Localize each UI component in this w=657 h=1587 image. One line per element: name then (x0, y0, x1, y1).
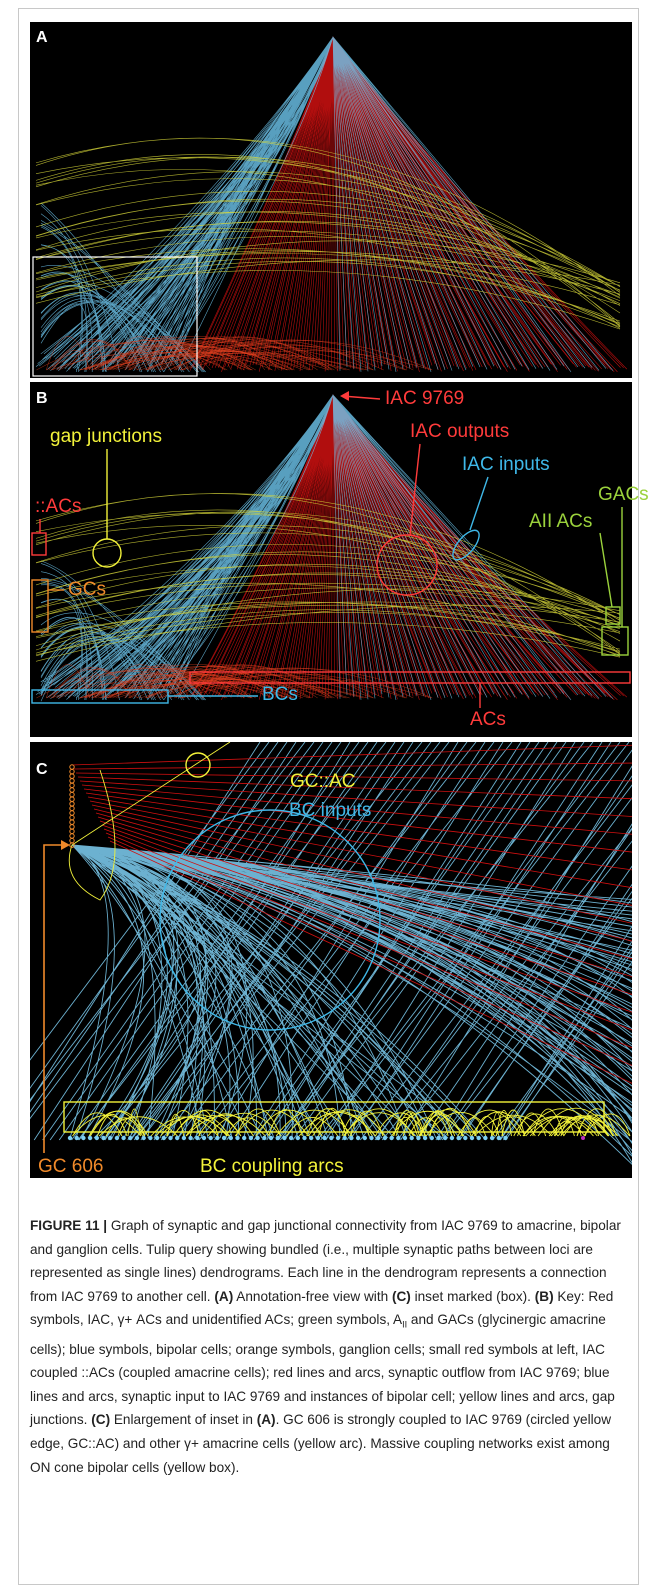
bc-node (376, 1136, 380, 1140)
figure: A B C IAC 9769 IAC outputs IAC inputs gap junc… (0, 0, 657, 1190)
bc-node (349, 1136, 353, 1140)
bc-node (490, 1136, 494, 1140)
bc-node (383, 1136, 387, 1140)
bc-node (155, 1136, 159, 1140)
bc-node (289, 1136, 293, 1140)
bc-node (188, 1136, 192, 1140)
bc-node (269, 1136, 273, 1140)
bc-node (121, 1136, 125, 1140)
bc-node (276, 1136, 280, 1140)
bc-node (302, 1136, 306, 1140)
bc-node (477, 1136, 481, 1140)
caption-text: and GACs (glycinergic amacrine cells); b… (30, 1312, 615, 1427)
annotation: BC coupling arcs (200, 1156, 344, 1177)
bc-node (322, 1136, 326, 1140)
bc-node (215, 1136, 219, 1140)
figure-caption: FIGURE 11 | Graph of synaptic and gap ju… (30, 1214, 632, 1479)
caption-text: inset marked (box). (411, 1289, 535, 1304)
bc-node (235, 1136, 239, 1140)
bc-node (108, 1136, 112, 1140)
bc-node (115, 1136, 119, 1140)
bc-node (168, 1136, 172, 1140)
annotation: IAC outputs (410, 421, 509, 442)
ac-node (581, 1136, 585, 1140)
bc-node (389, 1136, 393, 1140)
bc-node (242, 1136, 246, 1140)
bc-node (497, 1136, 501, 1140)
bc-node (249, 1136, 253, 1140)
bc-node (95, 1136, 99, 1140)
bc-node (410, 1136, 414, 1140)
bc-node (329, 1136, 333, 1140)
caption-text: Annotation-free view with (233, 1289, 392, 1304)
bc-node (463, 1136, 467, 1140)
bc-node (148, 1136, 152, 1140)
bc-node (282, 1136, 286, 1140)
annotation: BC inputs (289, 800, 371, 821)
bc-node (101, 1136, 105, 1140)
annotation: ::ACs (35, 496, 81, 517)
bc-node (423, 1136, 427, 1140)
bc-node (456, 1136, 460, 1140)
bc-node (363, 1136, 367, 1140)
panel-label: C (36, 761, 48, 778)
caption-bold: (C) (91, 1412, 110, 1427)
bc-node (262, 1136, 266, 1140)
bc-node (356, 1136, 360, 1140)
bc-node (470, 1136, 474, 1140)
bc-node (142, 1136, 146, 1140)
bc-node (343, 1136, 347, 1140)
bc-node (309, 1136, 313, 1140)
bc-node (81, 1136, 85, 1140)
bc-node (336, 1136, 340, 1140)
bc-node (450, 1136, 454, 1140)
caption-bold: (A) (214, 1289, 233, 1304)
annotation: gap junctions (50, 426, 162, 447)
bc-node (128, 1136, 132, 1140)
annotation: GC::AC (290, 771, 355, 792)
bc-node (175, 1136, 179, 1140)
annotation: BCs (262, 684, 298, 705)
caption-bold: (B) (535, 1289, 554, 1304)
annotation: GC 606 (38, 1156, 103, 1177)
panel-label: B (36, 390, 48, 407)
bc-node (75, 1136, 79, 1140)
bc-node (255, 1136, 259, 1140)
bc-node (162, 1136, 166, 1140)
annotation: GACs (598, 484, 649, 505)
bc-node (229, 1136, 233, 1140)
caption-bold: (C) (392, 1289, 411, 1304)
annotation: IAC inputs (462, 454, 550, 475)
bc-node (182, 1136, 186, 1140)
bc-node (316, 1136, 320, 1140)
annotation: ACs (470, 709, 506, 730)
bc-node (195, 1136, 199, 1140)
bc-node (483, 1136, 487, 1140)
bc-node (296, 1136, 300, 1140)
bc-node (436, 1136, 440, 1140)
bc-node (369, 1136, 373, 1140)
panel-label: A (36, 29, 48, 46)
caption-bold: FIGURE 11 | (30, 1218, 111, 1233)
caption-text: Enlargement of inset in (110, 1412, 257, 1427)
bc-node (403, 1136, 407, 1140)
bc-node (430, 1136, 434, 1140)
annotation: AII ACs (529, 511, 592, 532)
bc-node (68, 1136, 72, 1140)
annotation: IAC 9769 (385, 388, 464, 409)
bc-node (443, 1136, 447, 1140)
bc-node (503, 1136, 507, 1140)
caption-bold: (A) (257, 1412, 276, 1427)
bc-node (396, 1136, 400, 1140)
page: A B C IAC 9769 IAC outputs IAC inputs gap junc… (0, 0, 657, 1587)
bc-node (88, 1136, 92, 1140)
annotation: GCs (68, 579, 106, 600)
bc-node (202, 1136, 206, 1140)
bc-node (135, 1136, 139, 1140)
bc-node (416, 1136, 420, 1140)
bc-node (222, 1136, 226, 1140)
bc-node (209, 1136, 213, 1140)
